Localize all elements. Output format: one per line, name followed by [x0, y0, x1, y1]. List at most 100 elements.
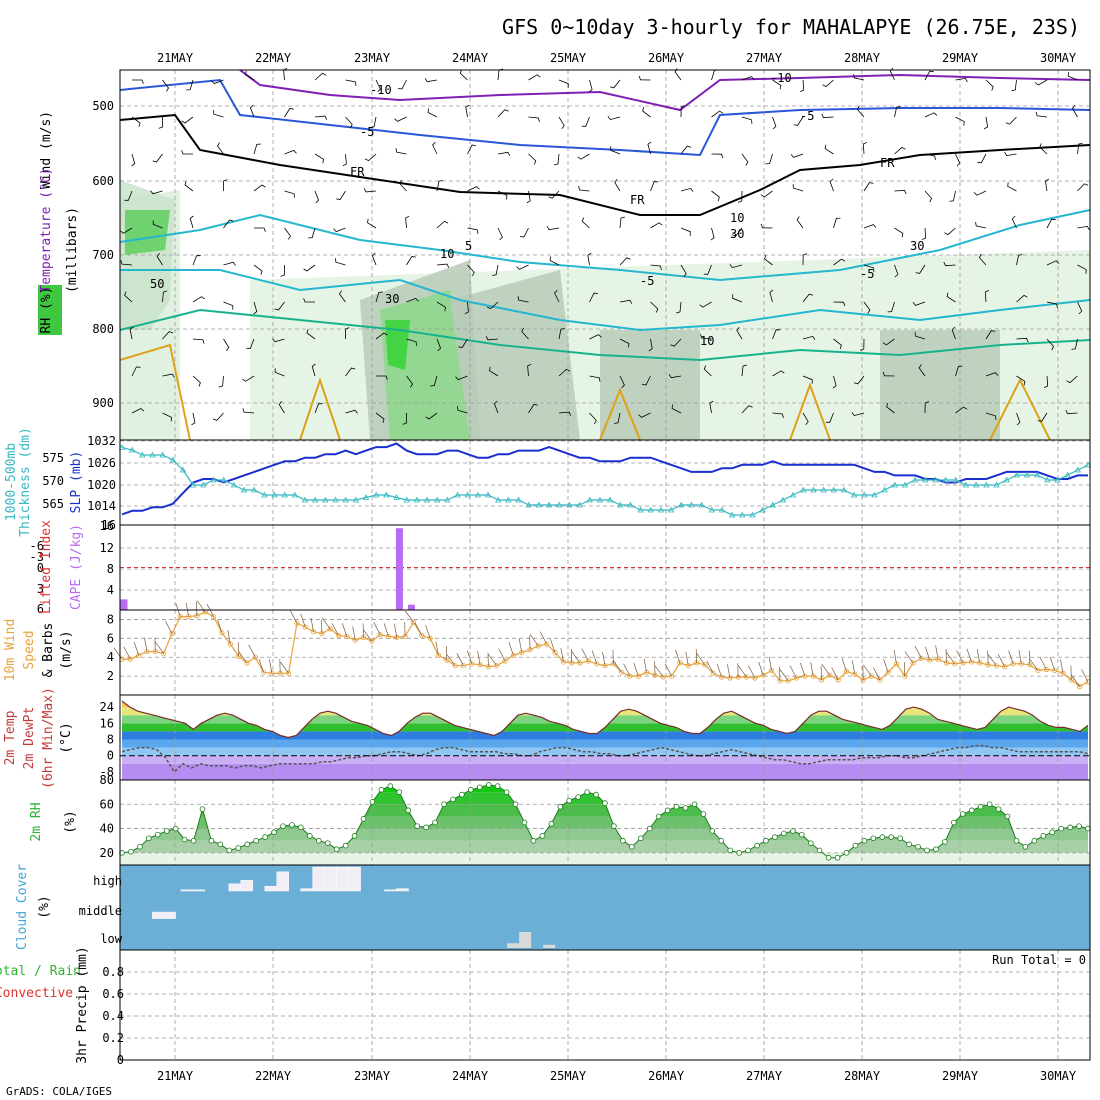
- wind-barb-10m: [383, 623, 389, 637]
- wind-speed-point: [960, 660, 966, 666]
- wind-barb-10m: [133, 641, 140, 656]
- cloud-bg: [120, 865, 1090, 950]
- wind-barb: [977, 153, 987, 164]
- thickness-point: [474, 491, 482, 498]
- axis-label: Temperature (°C): [39, 167, 54, 292]
- thickness-point: [688, 501, 695, 508]
- wind-barb: [796, 216, 804, 229]
- wind-barb-10m: [924, 646, 931, 661]
- wind-speed-point: [469, 661, 475, 667]
- wind-barb: [1077, 264, 1087, 274]
- wind-barb: [278, 401, 285, 414]
- wind-barb: [670, 338, 682, 347]
- contour-label: -10: [770, 71, 792, 85]
- wind-speed-point: [494, 663, 500, 669]
- y-tick-label: 575: [42, 451, 64, 465]
- wind-barb: [129, 326, 134, 340]
- x-tick-label-bottom: 29MAY: [942, 1069, 979, 1083]
- wind-barb-10m: [643, 658, 647, 673]
- wind-barb: [467, 227, 479, 234]
- wind-speed-point: [294, 620, 300, 626]
- wind-barb-10m: [956, 650, 964, 664]
- wind-barb: [284, 227, 291, 240]
- contour-label: 10: [700, 334, 714, 348]
- wind-barb: [489, 366, 499, 377]
- wind-barb: [274, 301, 285, 311]
- axis-label: 1000-500mb: [4, 443, 19, 521]
- wind-barb: [371, 252, 377, 266]
- y-tick-label: 570: [42, 474, 64, 488]
- wind-barb: [802, 253, 808, 266]
- wind-barb: [710, 227, 715, 241]
- wind-barb: [1039, 143, 1048, 155]
- wind-barb: [526, 190, 531, 204]
- axis-label: 3hr Precip (mm): [75, 946, 90, 1063]
- y-tick-label: -8: [100, 765, 114, 779]
- thickness-point: [1033, 471, 1041, 478]
- wind-barb: [619, 338, 630, 348]
- wind-speed-point: [802, 673, 808, 679]
- rh-point: [208, 837, 215, 844]
- wind-barb-10m: [508, 641, 514, 656]
- wind-barb-10m: [654, 665, 664, 678]
- thickness-point: [373, 491, 380, 498]
- x-tick-label-top: 28MAY: [844, 51, 881, 65]
- thickness-point: [566, 501, 573, 508]
- wind-speed-point: [752, 675, 758, 681]
- rh-point: [190, 837, 197, 844]
- temp-band: [122, 707, 1088, 716]
- wind-barb: [432, 141, 438, 155]
- thickness-point: [139, 451, 146, 458]
- rh-shading: [385, 320, 410, 370]
- y-tick-label: 60: [100, 797, 114, 811]
- thickness-point: [871, 491, 878, 498]
- rh-point: [727, 847, 734, 854]
- wind-barb-10m: [966, 648, 972, 663]
- rh-point: [503, 789, 510, 795]
- wind-barb: [339, 290, 346, 303]
- wind-speed-point: [169, 631, 175, 637]
- wind-barb: [124, 190, 133, 201]
- wind-barb: [467, 264, 475, 277]
- rh-point: [432, 819, 438, 826]
- contour-label: 30: [910, 239, 924, 253]
- wind-barb: [120, 227, 133, 234]
- thickness-point: [952, 476, 959, 483]
- wind-barb-10m: [1071, 674, 1080, 687]
- wind-barb: [1046, 338, 1055, 351]
- wind-barb: [985, 330, 996, 340]
- x-tick-label-top: 26MAY: [648, 51, 685, 65]
- rh-point: [557, 803, 564, 810]
- rh-shading: [880, 330, 1000, 440]
- thickness-point: [352, 496, 360, 503]
- y-tick-label: 800: [92, 322, 114, 336]
- wind-barb: [342, 153, 347, 167]
- y-tick-label: 40: [100, 822, 114, 836]
- wind-barb: [223, 219, 234, 229]
- wind-barb: [184, 181, 194, 192]
- wind-barb: [519, 227, 529, 238]
- thickness-point: [556, 501, 563, 508]
- rh-point: [995, 806, 1002, 812]
- rh-point: [360, 816, 367, 822]
- wind-speed-point: [1035, 667, 1041, 674]
- wind-barb: [1065, 409, 1078, 415]
- wind-barb: [894, 146, 906, 155]
- cloud-high-bar: [180, 889, 194, 892]
- wind-barb: [223, 261, 236, 266]
- wind-speed-point: [918, 655, 925, 661]
- wind-barb: [335, 258, 346, 266]
- wind-speed-point: [644, 669, 650, 675]
- thickness-point: [525, 501, 532, 508]
- wind-barb: [1011, 215, 1017, 229]
- wind-barb: [333, 227, 346, 233]
- rh-point: [629, 843, 635, 850]
- wind-speed-point: [394, 634, 400, 640]
- wind-barb: [406, 375, 413, 388]
- wind-barb-10m: [1029, 658, 1039, 671]
- wind-barb: [737, 190, 743, 203]
- thickness-point: [312, 496, 319, 503]
- rh-point: [181, 836, 188, 843]
- wind-barb: [284, 108, 294, 118]
- wind-barb: [650, 181, 659, 192]
